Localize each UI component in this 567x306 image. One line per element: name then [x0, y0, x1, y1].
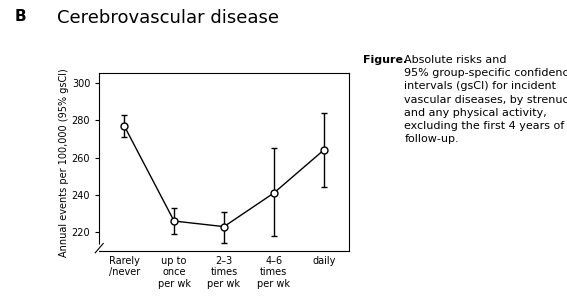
Text: Absolute risks and
95% group-specific confidence
intervals (gsCI) for incident
v: Absolute risks and 95% group-specific co… [404, 55, 567, 144]
Text: Figure.: Figure. [363, 55, 407, 65]
Text: Cerebrovascular disease: Cerebrovascular disease [57, 9, 279, 27]
Text: B: B [14, 9, 26, 24]
Y-axis label: Annual events per 100,000 (95% gsCl): Annual events per 100,000 (95% gsCl) [59, 68, 69, 256]
